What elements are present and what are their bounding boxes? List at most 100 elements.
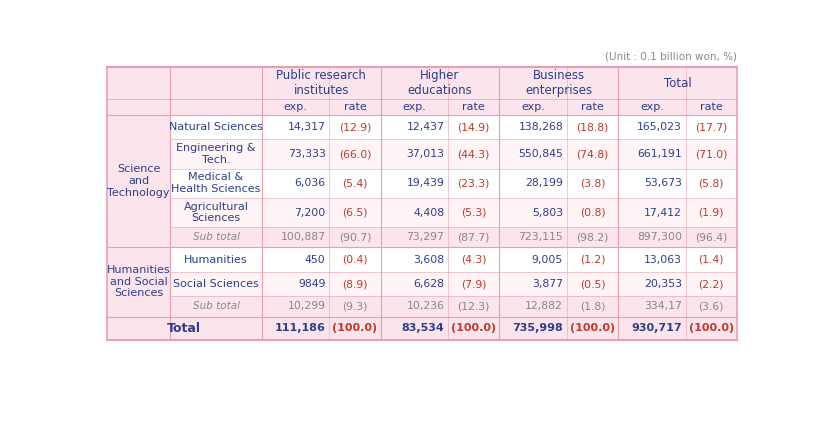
- Bar: [500, 198, 567, 227]
- Bar: [170, 198, 262, 227]
- Text: Medical &
Health Sciences: Medical & Health Sciences: [171, 172, 261, 194]
- Text: 13,063: 13,063: [644, 255, 682, 264]
- Bar: [262, 227, 329, 247]
- Text: (100.0): (100.0): [451, 323, 496, 333]
- Bar: [262, 140, 329, 169]
- Text: Science
and
Technology: Science and Technology: [107, 164, 170, 198]
- Bar: [567, 115, 618, 140]
- Bar: [567, 169, 618, 198]
- Text: Engineering &
Tech.: Engineering & Tech.: [176, 143, 256, 165]
- Bar: [686, 296, 737, 316]
- Bar: [107, 67, 737, 99]
- Bar: [567, 272, 618, 296]
- Text: (0.4): (0.4): [342, 255, 368, 264]
- Text: exp.: exp.: [521, 102, 545, 112]
- Text: 3,877: 3,877: [532, 279, 563, 289]
- Text: (18.8): (18.8): [576, 122, 609, 132]
- Text: (8.9): (8.9): [342, 279, 368, 289]
- Text: Sub total: Sub total: [193, 232, 239, 242]
- Bar: [686, 272, 737, 296]
- Bar: [500, 227, 567, 247]
- Bar: [567, 247, 618, 272]
- Bar: [449, 272, 500, 296]
- Text: (96.4): (96.4): [695, 232, 728, 242]
- Bar: [500, 115, 567, 140]
- Bar: [618, 247, 686, 272]
- Bar: [686, 140, 737, 169]
- Bar: [618, 272, 686, 296]
- Text: 10,236: 10,236: [407, 302, 444, 311]
- Text: 7,200: 7,200: [295, 208, 326, 218]
- Bar: [686, 227, 737, 247]
- Bar: [500, 169, 567, 198]
- Bar: [500, 247, 567, 272]
- Bar: [262, 169, 329, 198]
- Text: Total: Total: [663, 77, 691, 89]
- Text: Business
enterprises: Business enterprises: [525, 69, 593, 97]
- Text: 661,191: 661,191: [637, 149, 682, 159]
- Text: 723,115: 723,115: [518, 232, 563, 242]
- Text: 10,299: 10,299: [287, 302, 326, 311]
- Text: (3.8): (3.8): [579, 178, 605, 188]
- Text: (17.7): (17.7): [695, 122, 728, 132]
- Text: 83,534: 83,534: [402, 323, 444, 333]
- Bar: [686, 115, 737, 140]
- Text: Total: Total: [167, 322, 202, 334]
- Bar: [618, 296, 686, 316]
- Text: (90.7): (90.7): [339, 232, 371, 242]
- Bar: [262, 198, 329, 227]
- Text: 19,439: 19,439: [407, 178, 444, 188]
- Text: exp.: exp.: [402, 102, 426, 112]
- Bar: [380, 115, 449, 140]
- Text: (0.5): (0.5): [579, 279, 606, 289]
- Text: (98.2): (98.2): [576, 232, 609, 242]
- Text: (14.9): (14.9): [458, 122, 490, 132]
- Text: (7.9): (7.9): [461, 279, 486, 289]
- Text: (1.4): (1.4): [699, 255, 724, 264]
- Bar: [380, 198, 449, 227]
- Bar: [380, 169, 449, 198]
- Text: Natural Sciences: Natural Sciences: [169, 122, 263, 132]
- Bar: [329, 169, 380, 198]
- Bar: [107, 247, 170, 316]
- Text: (5.3): (5.3): [461, 208, 486, 218]
- Text: (Unit : 0.1 billion won, %): (Unit : 0.1 billion won, %): [605, 51, 737, 61]
- Text: (71.0): (71.0): [695, 149, 728, 159]
- Text: (6.5): (6.5): [342, 208, 368, 218]
- Text: 897,300: 897,300: [637, 232, 682, 242]
- Bar: [618, 169, 686, 198]
- Text: (4.3): (4.3): [461, 255, 486, 264]
- Bar: [170, 115, 262, 140]
- Text: rate: rate: [463, 102, 485, 112]
- Text: 20,353: 20,353: [644, 279, 682, 289]
- Text: (23.3): (23.3): [458, 178, 490, 188]
- Text: 73,297: 73,297: [407, 232, 444, 242]
- Bar: [449, 227, 500, 247]
- Text: 6,628: 6,628: [413, 279, 444, 289]
- Text: 138,268: 138,268: [518, 122, 563, 132]
- Text: 9849: 9849: [298, 279, 326, 289]
- Text: (100.0): (100.0): [689, 323, 734, 333]
- Bar: [262, 115, 329, 140]
- Text: 5,803: 5,803: [532, 208, 563, 218]
- Text: 930,717: 930,717: [631, 323, 682, 333]
- Bar: [449, 169, 500, 198]
- Bar: [449, 296, 500, 316]
- Text: 73,333: 73,333: [288, 149, 326, 159]
- Text: 12,437: 12,437: [407, 122, 444, 132]
- Text: 14,317: 14,317: [288, 122, 326, 132]
- Bar: [618, 140, 686, 169]
- Bar: [262, 296, 329, 316]
- Text: 550,845: 550,845: [518, 149, 563, 159]
- Bar: [500, 140, 567, 169]
- Text: (9.3): (9.3): [342, 302, 368, 311]
- Bar: [567, 296, 618, 316]
- Bar: [500, 272, 567, 296]
- Text: Humanities
and Social
Sciences: Humanities and Social Sciences: [107, 265, 170, 299]
- Bar: [449, 140, 500, 169]
- Bar: [380, 247, 449, 272]
- Bar: [449, 115, 500, 140]
- Bar: [686, 169, 737, 198]
- Bar: [329, 198, 380, 227]
- Text: rate: rate: [581, 102, 604, 112]
